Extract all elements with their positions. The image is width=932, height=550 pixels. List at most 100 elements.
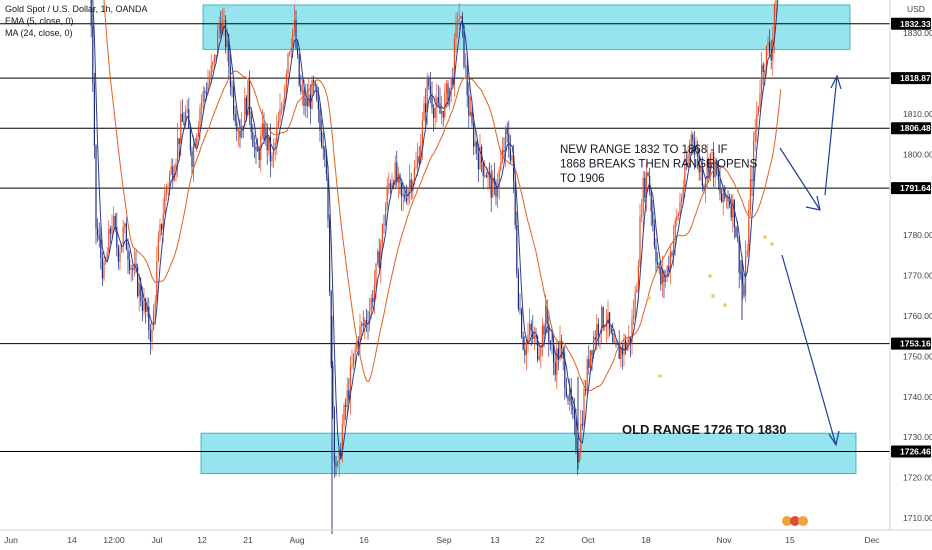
candle-body <box>618 344 620 359</box>
price-tick-2: 1730.000 <box>903 432 932 442</box>
candle-body <box>170 166 172 174</box>
candle-body <box>377 251 379 264</box>
candle-body <box>564 358 566 388</box>
candle-body <box>100 239 102 258</box>
candle-body <box>305 97 307 106</box>
time-tick-14: 15 <box>785 535 795 545</box>
candle-body <box>695 153 697 154</box>
candle-body <box>588 359 590 368</box>
candle-body <box>289 52 291 54</box>
candle-body <box>641 214 643 217</box>
candle-body <box>505 128 507 153</box>
candle-body <box>511 154 513 161</box>
time-axis[interactable]: Jun 14 12:00 Jul 12 21 Aug 16 Sep 13 22 Oct 18 Nov 15 D… <box>4 535 880 545</box>
candle-body <box>740 272 742 274</box>
candle-body <box>541 325 543 349</box>
candle-body <box>692 134 694 141</box>
candle-body <box>545 305 547 335</box>
candle-body <box>645 172 647 198</box>
candle-body <box>149 330 151 342</box>
candle-body <box>463 25 465 67</box>
candle-body <box>690 134 692 149</box>
candle-body <box>578 453 580 462</box>
ema-legend[interactable]: EMA (5, close, 0) <box>5 16 74 26</box>
candle-body <box>119 251 121 262</box>
candle-body <box>508 134 510 150</box>
candle-body <box>633 315 635 319</box>
candle-body <box>223 20 225 22</box>
candle-body <box>396 162 398 183</box>
candle-body <box>319 109 321 131</box>
candle-body <box>90 0 92 26</box>
candle-body <box>586 359 588 391</box>
candle-body <box>220 23 222 34</box>
candle-body <box>506 128 508 135</box>
candle-body <box>153 310 155 330</box>
candle-body <box>639 216 641 267</box>
candle-body <box>775 0 777 4</box>
candle-body <box>116 226 118 248</box>
tradingview-logo <box>782 516 808 526</box>
candle-body <box>429 86 431 94</box>
candle-body <box>700 167 702 173</box>
candle-body <box>476 141 478 154</box>
candle-body <box>525 341 527 356</box>
price-axis[interactable]: 1906.5231891.1701880.0391868.6261852.570… <box>891 0 932 523</box>
candle-body <box>620 347 622 359</box>
candle-body <box>425 103 427 113</box>
time-tick-15: Dec <box>864 535 880 545</box>
candle-body <box>735 227 737 237</box>
candle-body <box>697 153 699 155</box>
candle-body <box>513 154 515 182</box>
candle-body <box>361 323 363 327</box>
candle-body <box>257 149 259 152</box>
candle-body <box>431 93 433 109</box>
candle-body <box>559 340 561 360</box>
candle-body <box>234 114 236 123</box>
candle-body <box>689 148 691 155</box>
candle-body <box>623 340 625 355</box>
candle-body <box>399 174 401 184</box>
candle-body <box>121 244 123 252</box>
candle-body <box>601 307 603 334</box>
candle-body <box>186 109 188 112</box>
candle-body <box>589 350 591 368</box>
arrow-up-target-shaft <box>824 75 838 196</box>
new-range-note-1: 1868 BREAKS THEN RANGE OPENS <box>560 159 758 171</box>
candle-body <box>593 336 595 356</box>
candle-body <box>250 115 252 133</box>
candle-body <box>447 83 449 105</box>
symbol-title[interactable]: Gold Spot / U.S. Dollar, 1h, OANDA <box>5 4 148 14</box>
candle-body <box>132 268 134 271</box>
candle-body <box>172 166 174 181</box>
candle-body <box>92 25 94 84</box>
candle-body <box>218 23 220 31</box>
candle-body <box>277 121 279 129</box>
candle-body <box>178 138 180 144</box>
candle-body <box>337 463 339 466</box>
candle-body <box>322 145 324 150</box>
candle-body <box>749 179 751 210</box>
time-tick-2: 12:00 <box>103 535 125 545</box>
candle-body <box>759 93 761 106</box>
candle-body <box>621 347 623 355</box>
candle-body <box>205 92 207 94</box>
candle-body <box>517 273 519 310</box>
candle-body <box>373 285 375 303</box>
candle-body <box>287 53 289 74</box>
candle-body <box>753 140 755 182</box>
candle-body <box>122 227 124 245</box>
candle-body <box>279 109 281 122</box>
candle-body <box>610 328 612 334</box>
candle-body <box>127 249 129 260</box>
candle-body <box>164 193 166 214</box>
ma-legend[interactable]: MA (24, close, 0) <box>5 28 73 38</box>
candle-body <box>597 323 599 335</box>
candle-body <box>135 263 137 268</box>
candle-body <box>725 197 727 199</box>
candle-body <box>157 237 159 262</box>
candle-body <box>345 405 347 408</box>
candle-body <box>117 247 119 262</box>
candle-body <box>719 180 721 194</box>
